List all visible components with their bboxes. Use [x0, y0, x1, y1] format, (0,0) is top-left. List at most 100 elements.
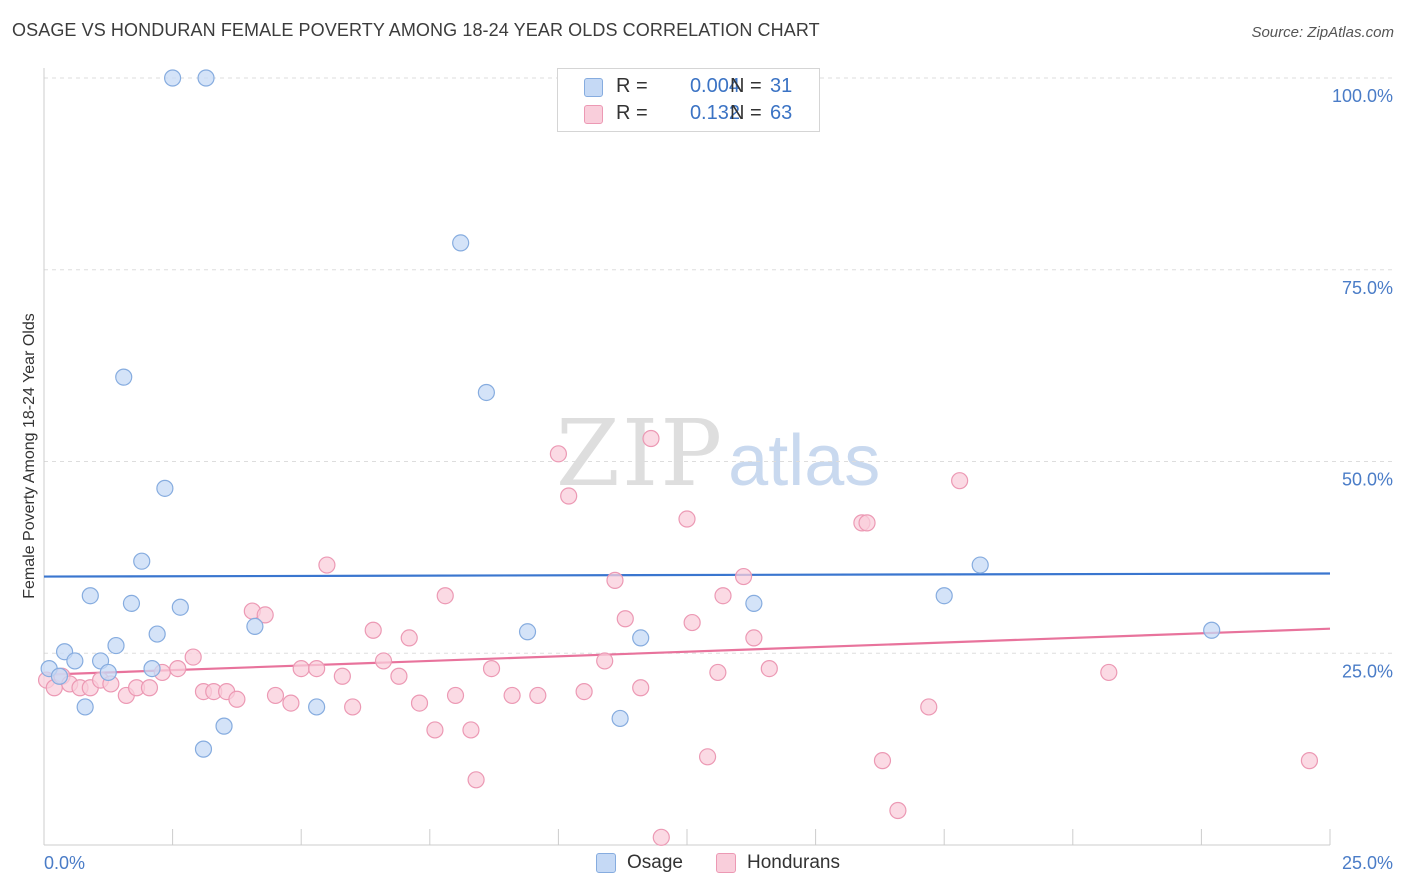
osage-point — [115, 368, 133, 386]
honduran-point — [1100, 663, 1118, 682]
osage-point — [156, 479, 174, 497]
legend-n-value: 63 — [770, 102, 793, 124]
legend-r-value: 0.004 — [689, 75, 740, 97]
honduran-point — [390, 667, 408, 685]
honduran-point — [400, 629, 418, 647]
honduran-point — [683, 613, 701, 632]
honduran-point — [632, 679, 650, 697]
honduran-point — [760, 659, 778, 678]
honduran-point — [698, 748, 717, 766]
osage-point — [452, 234, 470, 252]
osage-point — [133, 552, 151, 570]
honduran-point — [575, 682, 593, 701]
honduran-point — [344, 698, 362, 716]
honduran-point — [446, 686, 465, 705]
osage-point — [81, 587, 99, 605]
honduran-point — [596, 652, 614, 670]
hondurans-swatch — [584, 105, 603, 124]
honduran-point — [256, 606, 274, 624]
honduran-point — [308, 659, 326, 678]
honduran-point — [734, 567, 753, 586]
honduran-point — [318, 556, 336, 574]
honduran-point — [1300, 752, 1319, 770]
grid-layer — [44, 77, 1392, 654]
points-layer — [37, 69, 1319, 846]
honduran-point — [410, 694, 429, 712]
honduran-point — [462, 721, 480, 739]
honduran-point — [503, 686, 521, 705]
source-label: Source: ZipAtlas.com — [1251, 24, 1394, 41]
osage-point — [611, 709, 629, 728]
honduran-point — [184, 648, 202, 666]
honduran-point — [745, 629, 763, 647]
legend-n-label: N = — [730, 102, 762, 124]
honduran-point — [652, 828, 670, 846]
osage-point — [171, 598, 189, 616]
y-tick-label: 50.0% — [1342, 470, 1393, 490]
y-tick-label: 25.0% — [1342, 661, 1393, 681]
osage-point — [194, 740, 213, 758]
osage-point — [215, 717, 233, 735]
honduran-point — [709, 663, 727, 682]
osage-legend-swatch — [596, 853, 616, 873]
x-tick-label: 25.0% — [1342, 853, 1393, 873]
honduran-point — [858, 514, 876, 532]
osage-point — [246, 617, 264, 636]
honduran-point — [642, 429, 660, 448]
osage-point — [143, 659, 161, 678]
y-tick-label: 100.0% — [1332, 86, 1393, 106]
honduran-point — [529, 686, 547, 705]
x-tick-label: 0.0% — [44, 853, 85, 873]
osage-point — [308, 698, 326, 716]
osage-point — [107, 636, 125, 655]
legend-r-label: R = — [616, 102, 648, 124]
osage-point — [935, 587, 953, 605]
honduran-point — [678, 510, 696, 528]
osage-point — [1203, 621, 1221, 639]
trend-layer — [43, 572, 1331, 676]
osage-point — [50, 667, 69, 685]
y-tick-label: 75.0% — [1342, 278, 1393, 298]
osage-point — [122, 594, 141, 612]
osage-point — [164, 69, 182, 87]
axis-layer — [43, 68, 1331, 846]
osage-point — [197, 69, 215, 87]
honduran-point — [873, 752, 892, 770]
osage-legend-label: Osage — [627, 852, 683, 873]
legend-n-value: 31 — [770, 75, 793, 97]
honduran-trend-line — [43, 627, 1331, 676]
honduran-point — [560, 487, 578, 505]
osage-point — [99, 663, 117, 682]
osage-point — [477, 383, 495, 402]
honduran-point — [266, 686, 285, 705]
osage-point — [76, 698, 94, 716]
osage-swatch — [584, 78, 603, 97]
osage-point — [971, 556, 989, 574]
honduran-point — [467, 771, 485, 789]
legend-n-label: N = — [730, 75, 762, 97]
y-axis-title: Female Poverty Among 18-24 Year Olds — [21, 313, 38, 599]
label-layer: 25.0% 50.0% 75.0% 100.0% 0.0% 25.0% — [44, 86, 1393, 873]
hondurans-legend-swatch — [716, 853, 736, 873]
honduran-point — [714, 587, 732, 605]
osage-point — [518, 623, 537, 641]
honduran-point — [282, 694, 300, 712]
osage-point — [66, 652, 84, 670]
honduran-point — [889, 801, 907, 820]
hondurans-legend-label: Hondurans — [747, 852, 840, 873]
osage-point — [632, 629, 650, 647]
honduran-point — [436, 587, 454, 605]
honduran-point — [169, 659, 187, 678]
honduran-point — [549, 445, 568, 463]
honduran-point — [364, 621, 382, 639]
honduran-point — [228, 690, 246, 708]
osage-trend-line — [43, 572, 1331, 578]
honduran-point — [374, 652, 393, 670]
honduran-point — [920, 698, 938, 716]
chart-title: OSAGE VS HONDURAN FEMALE POVERTY AMONG 1… — [12, 20, 820, 40]
osage-point — [745, 594, 763, 612]
honduran-point — [426, 721, 444, 739]
legend-r-label: R = — [616, 75, 648, 97]
honduran-point — [140, 679, 159, 697]
